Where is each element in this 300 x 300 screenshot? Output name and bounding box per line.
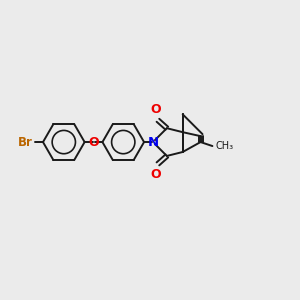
Text: Br: Br (18, 136, 33, 148)
Text: O: O (88, 136, 99, 148)
Text: O: O (151, 168, 161, 181)
Text: N: N (147, 136, 158, 148)
Text: O: O (151, 103, 161, 116)
Text: CH₃: CH₃ (215, 141, 233, 151)
